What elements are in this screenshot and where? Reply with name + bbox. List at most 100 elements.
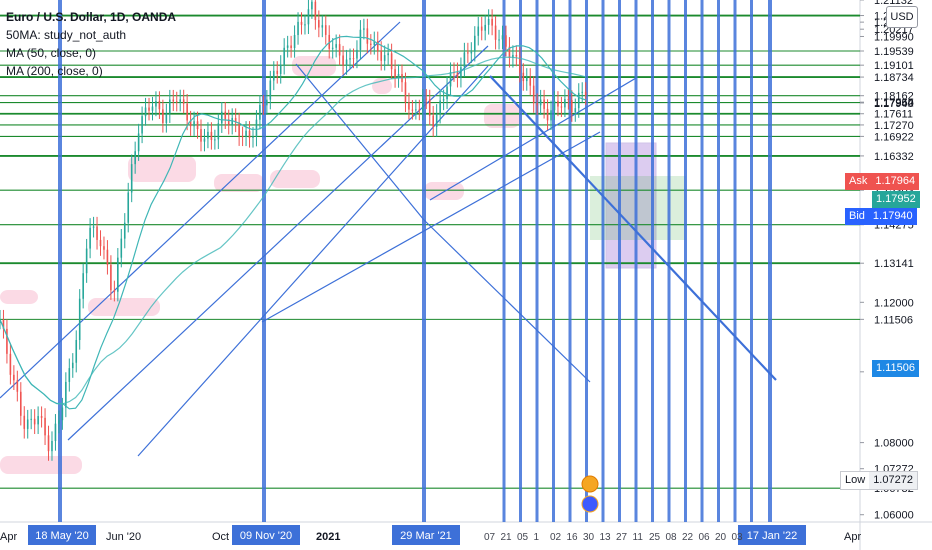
candle-body bbox=[324, 25, 327, 35]
candle-body bbox=[255, 119, 258, 137]
cycle-tick-label-6: 30 bbox=[583, 532, 595, 543]
candle-body bbox=[162, 109, 164, 123]
candle-body bbox=[217, 123, 220, 140]
candle-body bbox=[130, 164, 133, 193]
cycle-line-11 bbox=[684, 0, 687, 522]
price-tick-label-4: 1.19990 bbox=[874, 31, 914, 43]
candle-body bbox=[318, 20, 320, 28]
candle-body bbox=[169, 99, 171, 114]
candle-body bbox=[370, 43, 372, 45]
candle-body bbox=[335, 44, 337, 48]
candle-body bbox=[165, 113, 168, 123]
highlight-zone-4 bbox=[128, 156, 196, 182]
candle-body bbox=[283, 47, 285, 65]
time-marker-box-1 bbox=[232, 525, 300, 545]
candle-body bbox=[376, 41, 379, 51]
candle-body bbox=[245, 130, 247, 137]
candle-body bbox=[390, 53, 393, 70]
candle-body bbox=[37, 416, 39, 425]
candle-body bbox=[342, 55, 344, 66]
cycle-tick-label-10: 25 bbox=[649, 532, 661, 543]
candle-body bbox=[373, 41, 376, 45]
candle-body bbox=[134, 151, 136, 165]
candle-body bbox=[200, 129, 202, 142]
candle-body bbox=[525, 77, 528, 82]
candle-body bbox=[460, 67, 462, 78]
cycle-line-2 bbox=[535, 0, 539, 522]
candle-body bbox=[117, 257, 119, 292]
candle-body bbox=[577, 92, 580, 109]
highlight-zone-9 bbox=[0, 456, 82, 474]
candle-body bbox=[553, 100, 556, 111]
vertical-marker-2 bbox=[422, 0, 426, 522]
cycle-line-13 bbox=[717, 0, 720, 522]
highlight-zone-6 bbox=[270, 170, 320, 188]
candle-body bbox=[175, 101, 178, 103]
time-marker-label-1: 09 Nov '20 bbox=[240, 530, 292, 542]
candle-body bbox=[349, 58, 351, 60]
candle-body bbox=[428, 99, 431, 116]
candle-body bbox=[13, 374, 15, 381]
candle-body bbox=[477, 26, 480, 36]
study-label-3: MA (200, close, 0) bbox=[6, 64, 103, 78]
candle-body bbox=[584, 91, 587, 96]
highlight-zone-7 bbox=[424, 182, 464, 200]
candle-body bbox=[498, 39, 500, 41]
cycle-line-15 bbox=[750, 0, 753, 522]
candle-body bbox=[151, 106, 154, 111]
time-marker-box-0 bbox=[28, 525, 96, 545]
ma-50-line bbox=[0, 35, 587, 410]
candle-body bbox=[432, 115, 434, 127]
trend-line-3 bbox=[429, 77, 637, 201]
cycle-tick-label-11: 08 bbox=[666, 532, 678, 543]
price-tick-label-25: 1.06000 bbox=[874, 510, 914, 522]
candle-body bbox=[473, 35, 476, 52]
candle-body bbox=[571, 99, 573, 113]
mid-value: 1.17952 bbox=[872, 191, 920, 208]
candle-body bbox=[259, 104, 261, 120]
study-label-1: 50MA: study_not_auth bbox=[6, 28, 127, 42]
trend-line-0 bbox=[0, 21, 401, 399]
candle-body bbox=[179, 99, 182, 102]
candle-body bbox=[75, 339, 78, 363]
candle-body bbox=[23, 415, 26, 429]
cycle-line-6 bbox=[601, 0, 605, 522]
candle-body bbox=[262, 104, 265, 106]
highlight-zone-5 bbox=[214, 174, 264, 192]
currency-button[interactable]: USD bbox=[886, 6, 918, 28]
cycle-line-9 bbox=[651, 0, 654, 522]
candle-body bbox=[529, 77, 532, 86]
ask-value: 1.17964 bbox=[871, 173, 920, 190]
candle-body bbox=[321, 25, 324, 28]
candle-body bbox=[480, 26, 483, 31]
candle-body bbox=[224, 111, 227, 120]
candle-body bbox=[363, 28, 365, 30]
blue-price-badge: 1.11506 bbox=[872, 360, 919, 377]
candle-body bbox=[44, 417, 46, 436]
price-tick-label-12: 1.17611 bbox=[874, 109, 913, 121]
candle-body bbox=[491, 18, 493, 26]
candle-body bbox=[331, 47, 334, 49]
candle-body bbox=[106, 249, 109, 265]
candle-body bbox=[408, 102, 410, 110]
candle-body bbox=[203, 138, 206, 142]
cycle-line-5 bbox=[585, 0, 588, 522]
candle-body bbox=[300, 21, 303, 25]
candle-body bbox=[196, 121, 199, 130]
price-tick-label-9: 1.17964 bbox=[874, 97, 914, 109]
ma-200-line bbox=[0, 56, 587, 405]
candle-body bbox=[2, 319, 5, 329]
cycle-line-0 bbox=[502, 0, 506, 522]
vertical-marker-1 bbox=[262, 0, 266, 522]
candle-body bbox=[314, 1, 317, 21]
time-marker-box-3 bbox=[738, 525, 806, 545]
candle-body bbox=[356, 49, 358, 59]
candle-body bbox=[241, 136, 244, 138]
candle-body bbox=[58, 420, 60, 424]
trend-line-7 bbox=[261, 131, 601, 323]
candle-body bbox=[567, 98, 570, 100]
candle-body bbox=[123, 222, 126, 239]
candle-body bbox=[581, 91, 584, 93]
trend-line-6 bbox=[295, 63, 425, 221]
candle-body bbox=[519, 56, 521, 73]
